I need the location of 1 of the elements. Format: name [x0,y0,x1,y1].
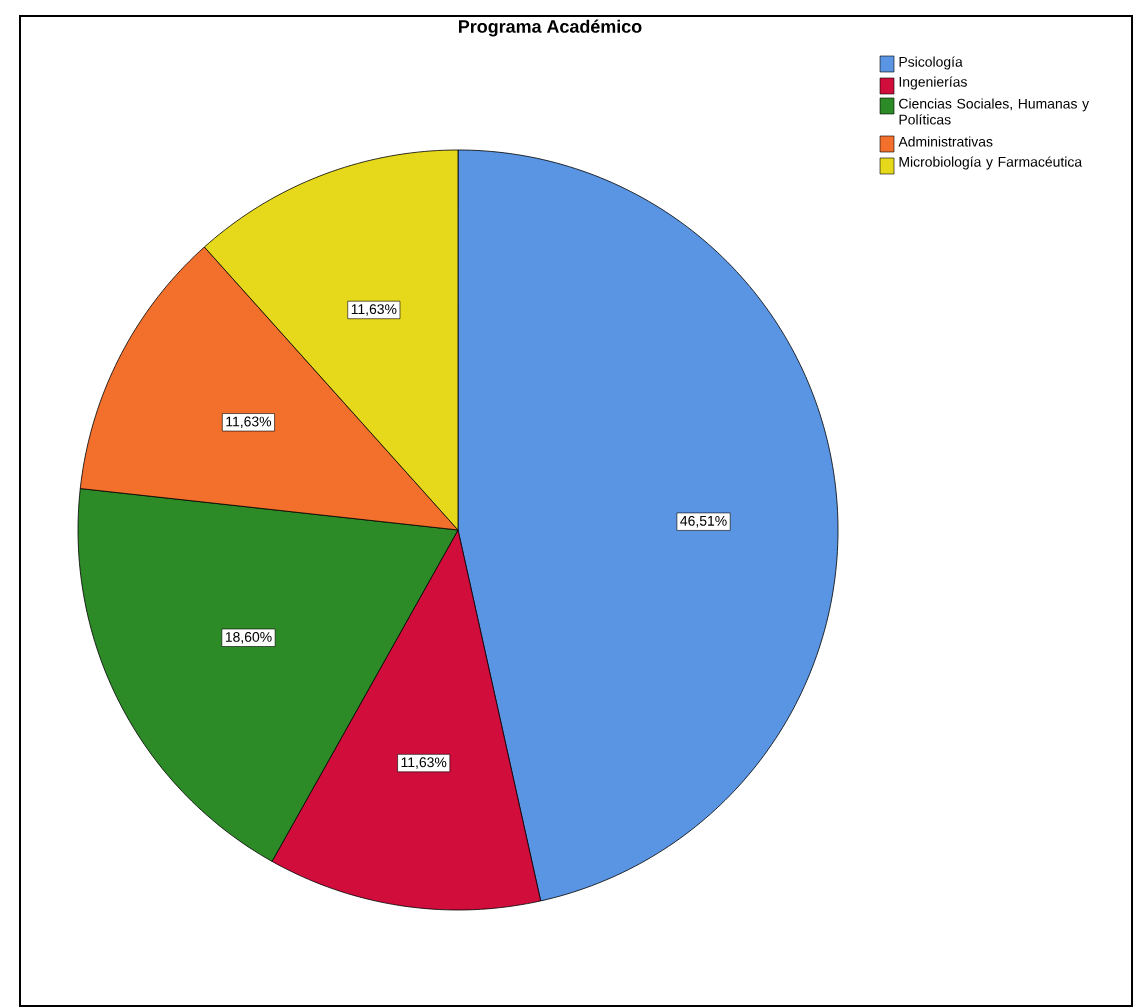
chart-title: Programa Académico [459,19,642,37]
